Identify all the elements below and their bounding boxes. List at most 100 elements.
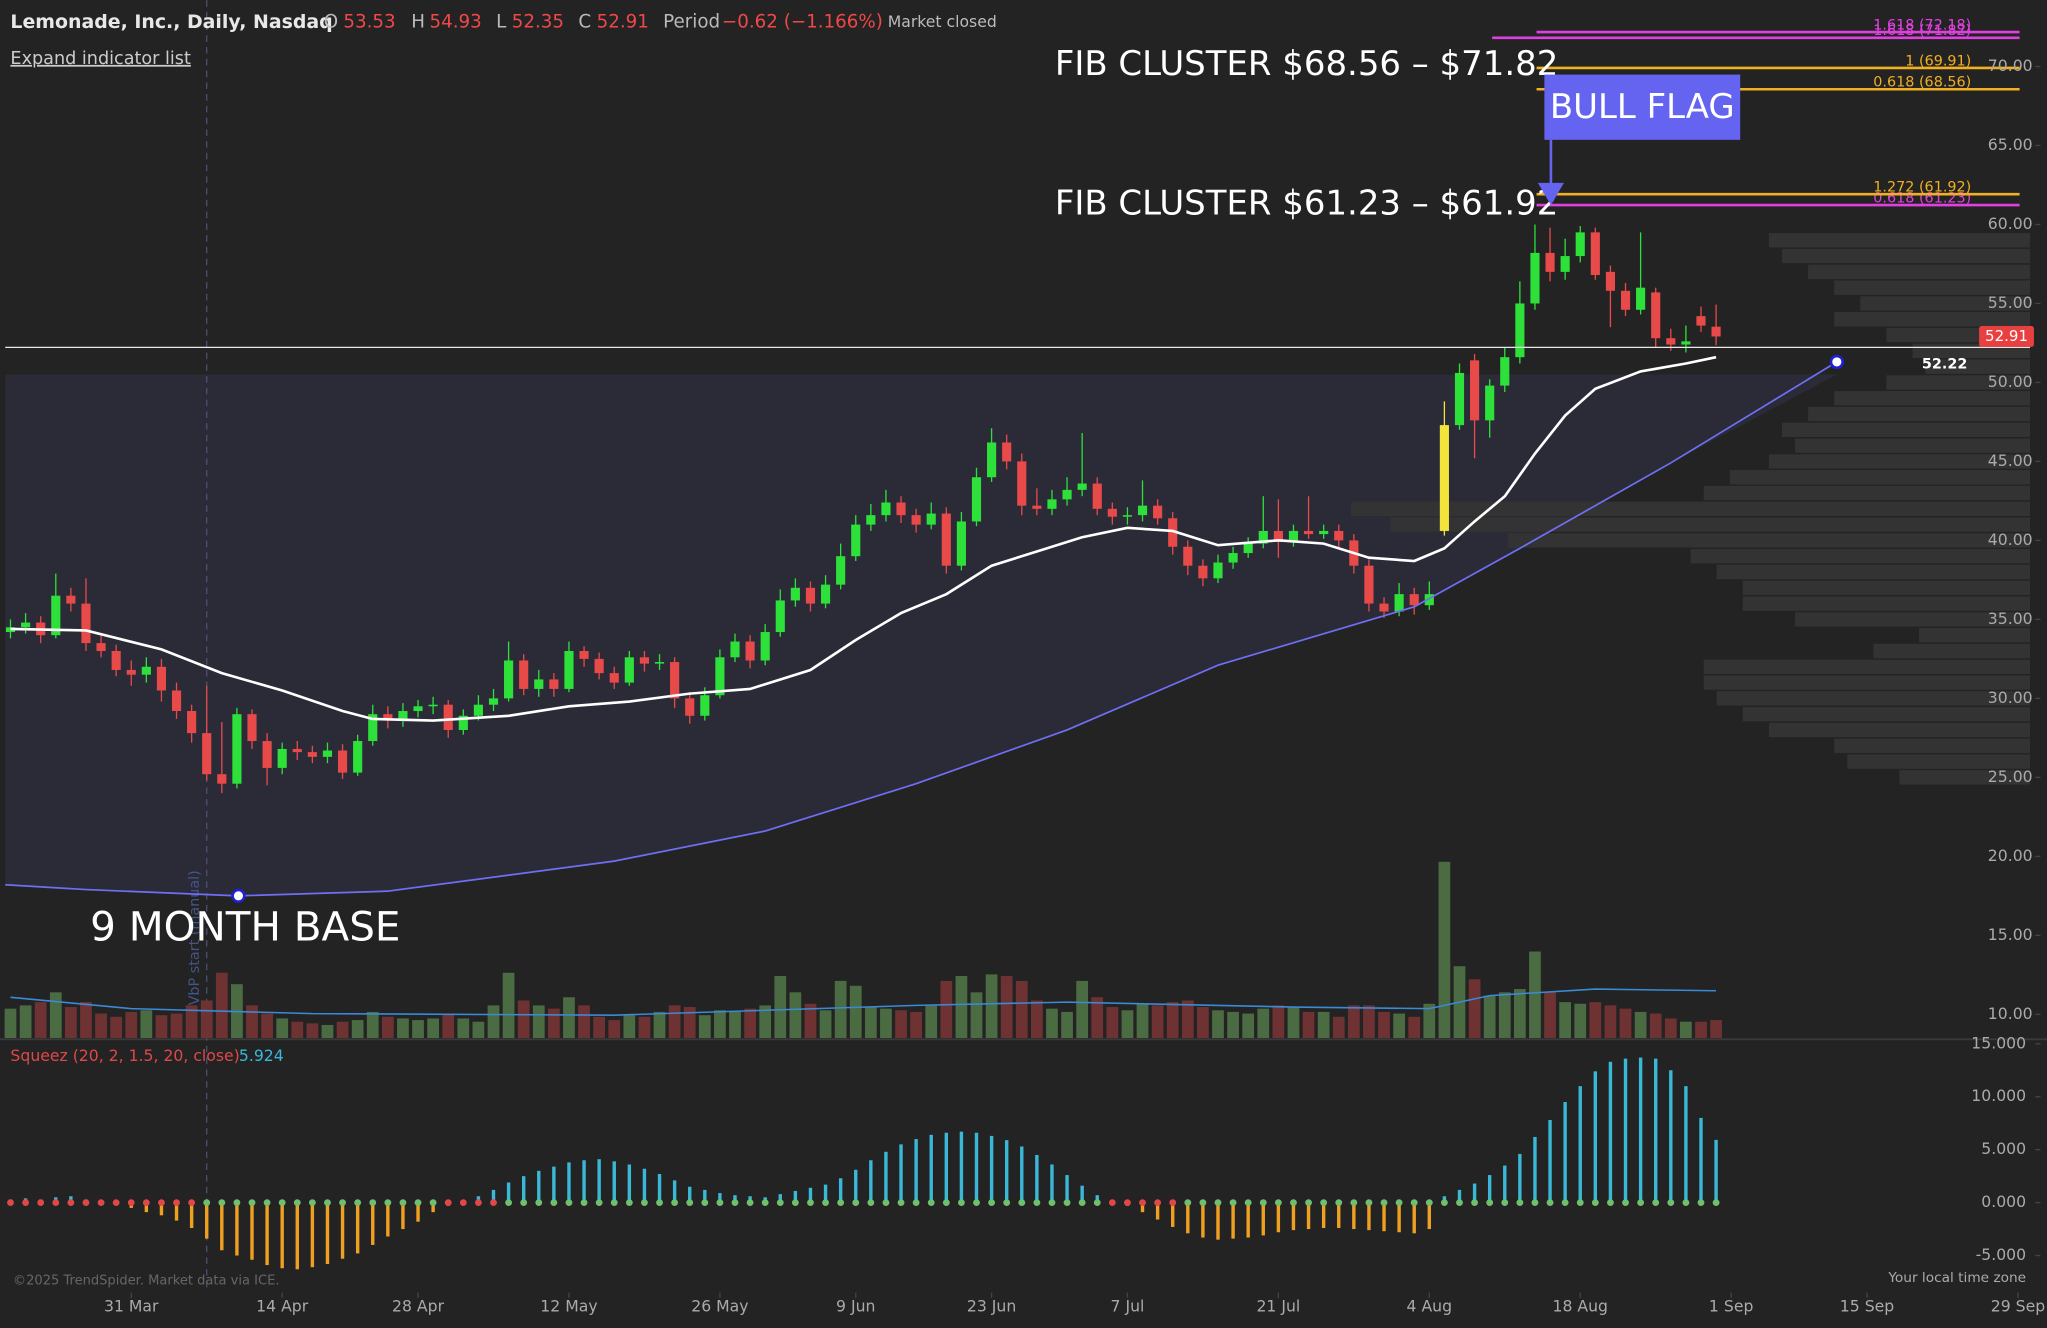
squeeze-dot bbox=[1229, 1199, 1237, 1206]
squeeze-dot bbox=[625, 1199, 633, 1206]
candle-body bbox=[232, 714, 242, 784]
volume-profile-bar bbox=[1919, 628, 2031, 643]
x-tick-label: 26 May bbox=[691, 1296, 748, 1315]
volume-profile-bar bbox=[1351, 501, 2031, 517]
volume-bar bbox=[1619, 1008, 1632, 1039]
squeeze-dot bbox=[429, 1199, 437, 1206]
squeeze-dot bbox=[1259, 1199, 1267, 1206]
volume-bar bbox=[1680, 1021, 1692, 1039]
squeeze-dot bbox=[1607, 1199, 1614, 1206]
candle-body bbox=[1032, 505, 1042, 509]
volume-bar bbox=[1257, 1008, 1270, 1039]
volume-bar bbox=[140, 1010, 153, 1039]
indicator-label: Squeez (20, 2, 1.5, 20, close) bbox=[10, 1046, 239, 1065]
price-line-label: 52.22 bbox=[1922, 356, 1967, 372]
x-tick-label: 31 Mar bbox=[104, 1296, 159, 1315]
squeeze-dot bbox=[822, 1199, 829, 1206]
candle-body bbox=[1530, 252, 1540, 304]
volume-bar bbox=[4, 1008, 17, 1039]
volume-bar bbox=[834, 980, 847, 1039]
vbp-label: VbP start (manual) bbox=[187, 870, 203, 1005]
squeeze-dot bbox=[882, 1199, 890, 1206]
volume-bar bbox=[668, 1005, 681, 1039]
candle-body bbox=[1319, 530, 1329, 535]
fib-label: 1.618 (72.18) bbox=[1873, 18, 1971, 34]
volume-bar bbox=[502, 972, 515, 1039]
candle-body bbox=[639, 657, 650, 664]
candle-body bbox=[504, 660, 514, 699]
y-tick-label: 30.00 bbox=[1988, 688, 2033, 707]
squeeze-bar bbox=[1367, 1202, 1371, 1231]
squeeze-dot bbox=[324, 1199, 331, 1206]
squeeze-bar bbox=[1684, 1086, 1688, 1203]
volume-bar bbox=[1166, 1002, 1179, 1039]
volume-bar bbox=[80, 1002, 92, 1039]
x-tick-label: 4 Aug bbox=[1407, 1296, 1453, 1315]
squeeze-dot bbox=[263, 1199, 271, 1206]
volume-profile-bar bbox=[1795, 612, 2031, 627]
timezone: Your local time zone bbox=[1887, 1270, 2026, 1286]
squeeze-bar bbox=[838, 1178, 843, 1203]
candle-body bbox=[1077, 483, 1087, 490]
squeeze-bar bbox=[205, 1202, 209, 1239]
volume-profile-bar bbox=[1742, 596, 2031, 611]
squeeze-bar bbox=[506, 1182, 511, 1203]
squeeze-bar bbox=[1714, 1139, 1718, 1203]
volume-bar bbox=[593, 1016, 606, 1039]
squeeze-dot bbox=[1290, 1199, 1297, 1206]
squeeze-bar bbox=[1140, 1202, 1145, 1213]
squeeze-bar bbox=[144, 1202, 149, 1213]
volume-bar bbox=[261, 1013, 273, 1039]
squeeze-bar bbox=[1518, 1153, 1522, 1203]
volume-profile-bar bbox=[1716, 691, 2031, 706]
squeeze-bar bbox=[1004, 1140, 1009, 1203]
volume-bar bbox=[155, 1015, 168, 1039]
squeeze-dot bbox=[188, 1199, 196, 1206]
squeeze-bar bbox=[854, 1169, 858, 1203]
y-tick-label: 35.00 bbox=[1988, 609, 2033, 628]
volume-profile-bar bbox=[1742, 580, 2031, 595]
volume-bar bbox=[125, 1011, 138, 1039]
candle-body bbox=[1681, 341, 1691, 345]
squeeze-dot bbox=[1456, 1199, 1463, 1206]
squeeze-bar bbox=[1306, 1202, 1311, 1230]
candle-body bbox=[1288, 530, 1299, 542]
volume-bar bbox=[427, 1018, 440, 1039]
candle-body bbox=[1122, 515, 1133, 517]
volume-profile-bar bbox=[1808, 406, 2031, 422]
squeeze-dot bbox=[1078, 1199, 1086, 1206]
volume-profile-bar bbox=[1729, 470, 2031, 485]
candle-body bbox=[413, 706, 423, 712]
squeeze-dot bbox=[1108, 1199, 1116, 1206]
squeeze-dot bbox=[233, 1199, 241, 1206]
candle-body bbox=[685, 698, 695, 716]
squeeze-bar bbox=[537, 1170, 541, 1203]
volume-bar bbox=[1332, 1016, 1345, 1039]
candle-body bbox=[609, 673, 619, 683]
volume-bar bbox=[1272, 1005, 1285, 1039]
volume-bar bbox=[336, 1021, 349, 1039]
candle-body bbox=[1107, 508, 1117, 517]
candle-body bbox=[881, 502, 891, 516]
volume-profile-bar bbox=[1834, 312, 2031, 327]
x-tick-label: 23 Jun bbox=[967, 1296, 1016, 1315]
candle-body bbox=[730, 641, 740, 658]
squeeze-bar bbox=[174, 1202, 179, 1221]
squeeze-bar bbox=[642, 1168, 647, 1203]
squeeze-dot bbox=[1018, 1199, 1026, 1206]
candle-body bbox=[971, 477, 982, 522]
squeeze-bar bbox=[823, 1184, 828, 1203]
volume-bar bbox=[1529, 951, 1541, 1039]
candle-body bbox=[594, 658, 604, 674]
ohlc-value: 52.91 bbox=[597, 11, 649, 32]
expand-indicators[interactable]: Expand indicator list bbox=[10, 49, 191, 69]
volume-bar bbox=[729, 1011, 741, 1039]
candle-body bbox=[1062, 489, 1072, 500]
candle-body bbox=[202, 733, 212, 775]
last-price-tag bbox=[1979, 326, 2034, 347]
volume-bar bbox=[759, 1005, 772, 1039]
volume-bar bbox=[366, 1011, 379, 1039]
volume-bar bbox=[1030, 1000, 1043, 1039]
squeeze-bar bbox=[325, 1202, 330, 1265]
candle-body bbox=[1303, 530, 1314, 535]
